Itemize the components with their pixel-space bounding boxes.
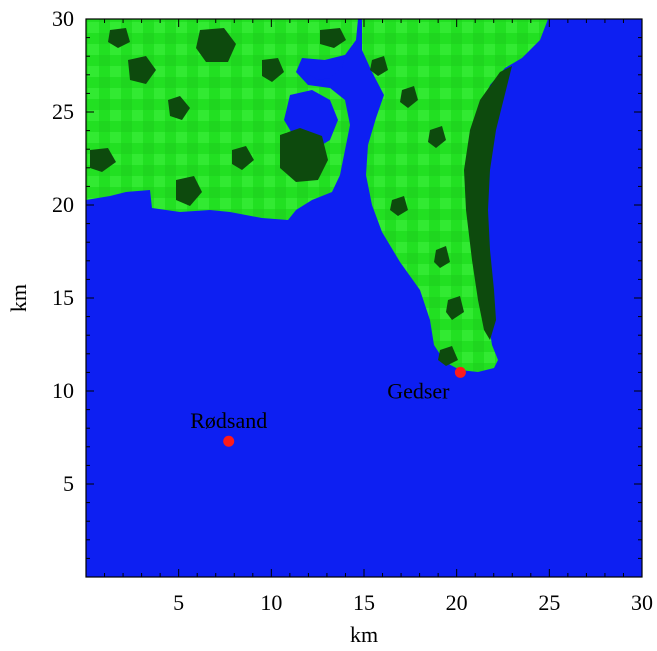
y-tick-label: 5 (63, 471, 74, 496)
location-marker-dot (223, 435, 235, 447)
location-gedser: Gedser (387, 366, 466, 403)
forest-patches (90, 28, 512, 366)
location-r-dsand: Rødsand (190, 408, 267, 447)
y-axis-title: km (6, 284, 31, 312)
inner-bay (305, 55, 345, 80)
location-label: Gedser (387, 378, 450, 403)
y-tick-label: 15 (52, 285, 74, 310)
x-tick-label: 5 (173, 590, 184, 615)
x-tick-label: 25 (538, 590, 560, 615)
y-tick-label: 10 (52, 378, 74, 403)
x-axis-title: km (350, 622, 378, 647)
y-axis-ticks: 5 10 15 20 25 30 (52, 6, 642, 578)
location-markers: Rødsand Gedser (190, 366, 466, 447)
y-tick-label: 30 (52, 6, 74, 31)
x-axis-ticks: 5 10 15 20 25 30 (85, 19, 653, 615)
x-tick-label: 20 (446, 590, 468, 615)
y-tick-label: 25 (52, 99, 74, 124)
y-tick-label: 20 (52, 192, 74, 217)
x-tick-label: 15 (353, 590, 375, 615)
location-label: Rødsand (190, 408, 267, 433)
x-tick-label: 10 (260, 590, 282, 615)
location-marker-dot (454, 366, 466, 378)
x-tick-label: 30 (631, 590, 653, 615)
